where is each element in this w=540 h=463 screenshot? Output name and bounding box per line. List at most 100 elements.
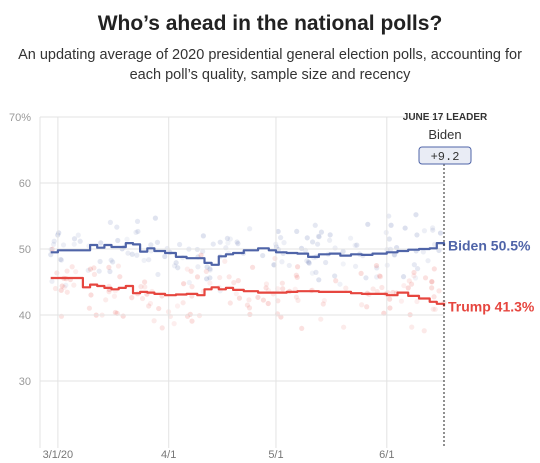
poll-dot xyxy=(414,232,420,238)
poll-dot xyxy=(279,280,285,286)
leader-margin: +9.2 xyxy=(431,150,460,164)
poll-dot xyxy=(275,247,282,253)
poll-dot xyxy=(279,259,285,265)
poll-dot xyxy=(315,233,322,239)
poll-dot xyxy=(347,235,354,241)
poll-dot xyxy=(195,264,201,270)
poll-dot xyxy=(431,266,437,272)
poll-dot xyxy=(401,282,407,289)
poll-dot xyxy=(432,306,438,312)
poll-dot xyxy=(413,212,419,218)
poll-dot xyxy=(275,298,281,304)
poll-dot xyxy=(187,311,193,317)
poll-dot xyxy=(363,275,369,281)
poll-dot xyxy=(134,218,141,224)
poll-dot xyxy=(98,240,104,246)
poll-dot xyxy=(174,303,181,309)
poll-dot xyxy=(392,252,398,258)
poll-dot xyxy=(58,287,64,293)
poll-dot xyxy=(103,297,109,303)
poll-dot xyxy=(263,281,270,287)
poll-dot xyxy=(373,263,380,269)
poll-dot xyxy=(125,250,131,256)
poll-dot xyxy=(88,292,94,298)
poll-dot xyxy=(204,276,210,282)
series-line-biden xyxy=(50,242,446,266)
poll-dot xyxy=(425,258,431,264)
poll-dot xyxy=(293,294,299,300)
poll-dot xyxy=(298,245,305,251)
poll-dot xyxy=(133,229,139,235)
poll-dot xyxy=(64,268,70,274)
poll-dot xyxy=(304,235,310,241)
poll-dot xyxy=(309,270,315,276)
poll-dot xyxy=(340,261,346,267)
poll-dot xyxy=(408,281,415,287)
poll-dot xyxy=(293,272,299,278)
poll-dot xyxy=(52,285,59,292)
poll-dot xyxy=(61,284,67,290)
poll-dot xyxy=(59,283,65,289)
poll-dot xyxy=(106,289,112,295)
poll-dot xyxy=(326,237,333,243)
series-line-layer xyxy=(50,242,446,307)
y-tick-label: 70% xyxy=(9,112,31,124)
poll-dot xyxy=(286,262,292,269)
poll-dot xyxy=(294,264,301,270)
leader-name: Biden xyxy=(428,127,461,142)
poll-dot xyxy=(340,248,346,255)
poll-dot xyxy=(107,268,113,275)
poll-dot xyxy=(359,302,365,308)
poll-dot xyxy=(75,232,81,238)
poll-dot xyxy=(376,273,383,279)
grid-layer: 30 40 50 60 70% 3/1/20 4/1 5/1 6/1 xyxy=(9,112,444,461)
poll-dot xyxy=(411,262,417,268)
poll-dot xyxy=(77,238,83,244)
poll-dot xyxy=(106,264,112,270)
poll-dot xyxy=(436,288,442,294)
poll-dot xyxy=(231,280,237,286)
y-tick-label: 50 xyxy=(19,244,31,256)
x-tick-label: 4/1 xyxy=(161,449,176,461)
poll-dot xyxy=(227,236,233,242)
poll-dot xyxy=(312,222,318,228)
poll-dot xyxy=(374,274,380,280)
poll-dot xyxy=(217,274,223,281)
poll-dot xyxy=(421,228,428,234)
poll-dot xyxy=(207,280,213,286)
poll-dot xyxy=(437,230,444,236)
poll-dot xyxy=(58,313,65,319)
poll-dot xyxy=(318,229,325,235)
poll-dot xyxy=(246,305,253,311)
poll-dot xyxy=(207,275,213,281)
poll-dot xyxy=(188,268,194,274)
poll-dot xyxy=(429,225,436,231)
poll-dot xyxy=(278,235,284,241)
poll-dot xyxy=(246,297,252,303)
poll-dot xyxy=(352,242,358,248)
poll-dot xyxy=(111,293,118,299)
poll-dot xyxy=(386,236,392,242)
poll-dot xyxy=(210,241,216,247)
poll-dot xyxy=(383,229,389,236)
poll-dot xyxy=(115,263,122,269)
poll-dot xyxy=(51,238,57,244)
poll-dot xyxy=(260,252,266,259)
poll-dot xyxy=(50,241,57,247)
poll-dot xyxy=(184,266,190,272)
poll-dot xyxy=(323,259,329,266)
poll-dot xyxy=(142,284,148,290)
poll-dot xyxy=(71,236,78,242)
poll-dot xyxy=(146,257,152,263)
poll-dot xyxy=(321,297,327,304)
poll-dot xyxy=(173,260,179,266)
poll-dot xyxy=(265,300,271,307)
poll-dot xyxy=(69,264,75,270)
poll-dot xyxy=(304,258,310,264)
poll-dot xyxy=(354,242,360,248)
poll-dot xyxy=(260,297,267,303)
poll-dot xyxy=(337,281,343,287)
poll-dot xyxy=(64,289,70,295)
poll-dot xyxy=(54,270,60,276)
